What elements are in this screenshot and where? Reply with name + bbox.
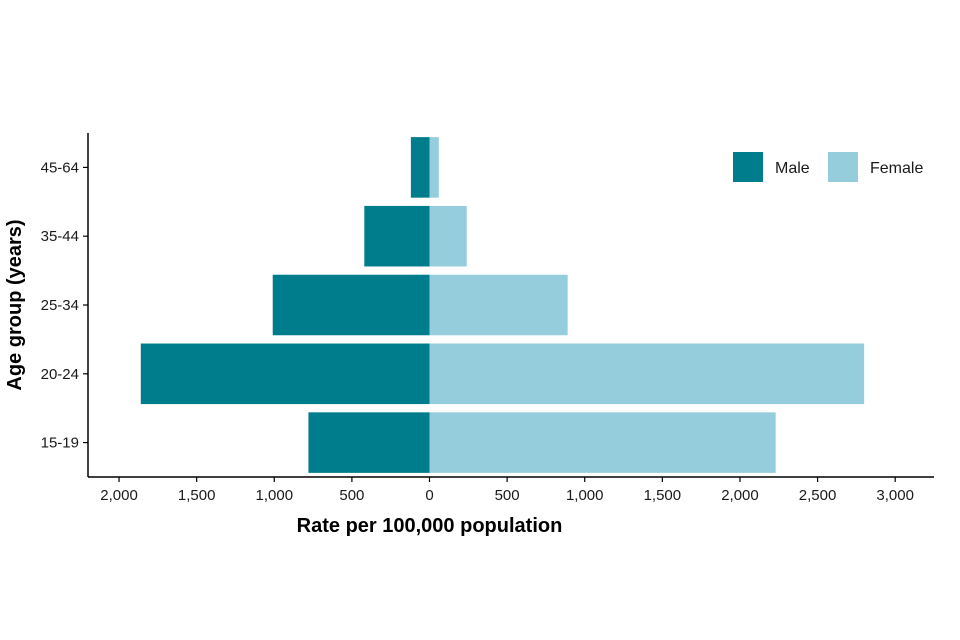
y-tick-label: 25-34 [41, 297, 79, 314]
x-tick-label: 2,000 [721, 487, 759, 504]
bar-female-35-44 [429, 205, 467, 267]
bar-female-25-34 [429, 274, 568, 336]
y-tick-label: 35-44 [41, 228, 79, 245]
legend-label-female: Female [870, 160, 923, 177]
x-tick-label: 1,000 [256, 487, 294, 504]
x-tick-label: 1,500 [178, 487, 216, 504]
legend: Male Female [733, 152, 923, 182]
x-tick-label: 1,000 [566, 487, 604, 504]
bar-female-20-24 [429, 343, 865, 405]
y-axis-title: Age group (years) [4, 219, 26, 390]
bar-female-15-19 [429, 412, 776, 473]
y-tick-label: 45-64 [41, 159, 79, 176]
x-axis-title: Rate per 100,000 population [297, 515, 563, 537]
bar-male-20-24 [140, 343, 430, 405]
x-tick-label: 0 [425, 487, 433, 504]
y-axis-ticks: 15-19 20-24 25-34 35-44 45-64 [41, 159, 88, 452]
legend-key-male [733, 152, 763, 182]
bar-female-45-64 [429, 137, 439, 198]
y-tick-label: 20-24 [41, 366, 79, 383]
legend-key-female [828, 152, 858, 182]
bar-male-35-44 [364, 205, 430, 267]
x-tick-label: 3,000 [876, 487, 914, 504]
x-axis-ticks: 2,000 1,500 1,000 500 0 500 1,000 1,500 2,000 2,5… [100, 477, 914, 504]
bar-male-25-34 [272, 274, 430, 336]
legend-label-male: Male [775, 160, 810, 177]
bars-group [140, 137, 865, 473]
x-tick-label: 500 [339, 487, 364, 504]
x-tick-label: 2,000 [100, 487, 138, 504]
bar-male-15-19 [308, 412, 430, 473]
x-tick-label: 500 [495, 487, 520, 504]
y-tick-label: 15-19 [41, 435, 79, 452]
x-tick-label: 2,500 [799, 487, 837, 504]
bar-male-45-64 [410, 137, 430, 198]
x-tick-label: 1,500 [644, 487, 682, 504]
